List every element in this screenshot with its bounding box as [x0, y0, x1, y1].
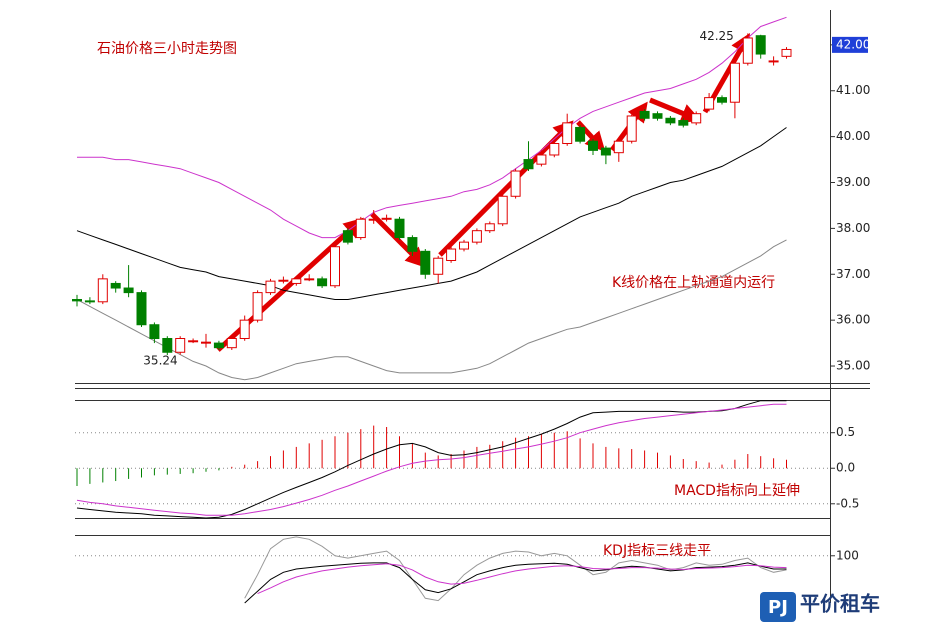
y-tick-label: 100: [836, 548, 859, 562]
logo-name: 平价租车: [800, 592, 880, 616]
indicator-line: [244, 536, 787, 602]
candle-body: [446, 248, 457, 262]
logo-mark: PJ: [768, 597, 788, 618]
y-tick-label: 41.00: [836, 83, 870, 97]
candle-body: [433, 257, 444, 275]
candle-body: [213, 342, 224, 349]
candle-body: [226, 337, 237, 349]
y-tick-label: 35.00: [836, 359, 870, 373]
annotation: KDJ指标三线走平: [603, 543, 711, 559]
candle-body: [317, 278, 328, 287]
candle-body: [704, 97, 715, 110]
candle-body: [162, 337, 173, 353]
indicator-line: [76, 403, 787, 516]
y-tick-label: 36.00: [836, 313, 870, 327]
candle-body: [768, 60, 779, 63]
y-tick-label: -0.5: [836, 496, 859, 510]
candle-body: [600, 147, 611, 156]
candle-body: [523, 159, 534, 170]
candle-body: [252, 292, 263, 321]
candle-body: [394, 218, 405, 239]
y-tick-label: 37.00: [836, 267, 870, 281]
candle-body: [420, 250, 431, 275]
indicator-line: [244, 562, 787, 604]
candle-body: [175, 337, 186, 353]
candle-body: [562, 122, 573, 145]
candle-body: [355, 218, 366, 239]
y-tick-label: 38.00: [836, 221, 870, 235]
current-price-box: [832, 36, 868, 53]
candle-body: [342, 230, 353, 243]
arrow: [438, 120, 574, 257]
candle-body: [549, 143, 560, 156]
logo: PJ 平价租车: [760, 592, 880, 622]
candle-body: [304, 278, 315, 281]
high-label: 42.25: [699, 29, 733, 43]
y-tick-label: 0.5: [836, 425, 855, 439]
indicator-line: [76, 239, 787, 381]
candle-body: [717, 97, 727, 103]
candle-body: [510, 170, 521, 197]
candle-body: [781, 48, 792, 57]
candle-body: [84, 300, 95, 303]
low-label: 35.24: [143, 354, 177, 368]
y-tick-label: 39.00: [836, 175, 870, 189]
candle-body: [407, 237, 418, 252]
candle-body: [149, 324, 160, 339]
candle-body: [639, 110, 650, 119]
candle-body: [278, 279, 289, 282]
annotation: MACD指标向上延伸: [674, 483, 800, 499]
candle-body: [678, 120, 689, 126]
candle-body: [755, 35, 766, 55]
candle-body: [72, 298, 82, 302]
candle-body: [136, 292, 147, 326]
candle-body: [652, 113, 663, 119]
candle-body: [201, 341, 211, 344]
frame: [75, 10, 870, 603]
candle-body: [97, 278, 108, 303]
candle-body: [459, 241, 469, 250]
candle-body: [613, 140, 624, 154]
candle-body: [291, 278, 302, 284]
candle-body: [497, 195, 508, 225]
indicator-line: [76, 127, 787, 300]
y-tick-label: 40.00: [836, 129, 870, 143]
candle-body: [626, 115, 637, 142]
candle-body: [742, 37, 753, 64]
indicator-line: [257, 563, 787, 595]
candle-body: [691, 113, 702, 124]
indicator-line: [76, 400, 787, 519]
candle-body: [536, 154, 547, 165]
candle-body: [729, 62, 740, 103]
chart-title: 石油价格三小时走势图: [97, 41, 237, 57]
candle-body: [471, 230, 482, 243]
candle-body: [265, 280, 276, 294]
candle-body: [188, 340, 199, 343]
annotation: K线价格在上轨通道内运行: [612, 275, 775, 291]
indicator-line: [77, 16, 787, 239]
candle-body: [368, 218, 379, 221]
candle-body: [239, 319, 250, 339]
candle-body: [484, 223, 495, 232]
logo-badge: [760, 592, 796, 622]
y-tick-label: 42.00: [836, 37, 870, 51]
arrow: [649, 97, 702, 123]
candle-body: [123, 287, 134, 294]
candle-body: [381, 217, 392, 220]
candle-body: [110, 282, 121, 289]
y-tick-label: 0.0: [836, 461, 855, 475]
candle-body: [330, 246, 340, 287]
candle-body: [575, 126, 586, 142]
candle-body: [665, 117, 676, 124]
candle-body: [588, 140, 598, 151]
